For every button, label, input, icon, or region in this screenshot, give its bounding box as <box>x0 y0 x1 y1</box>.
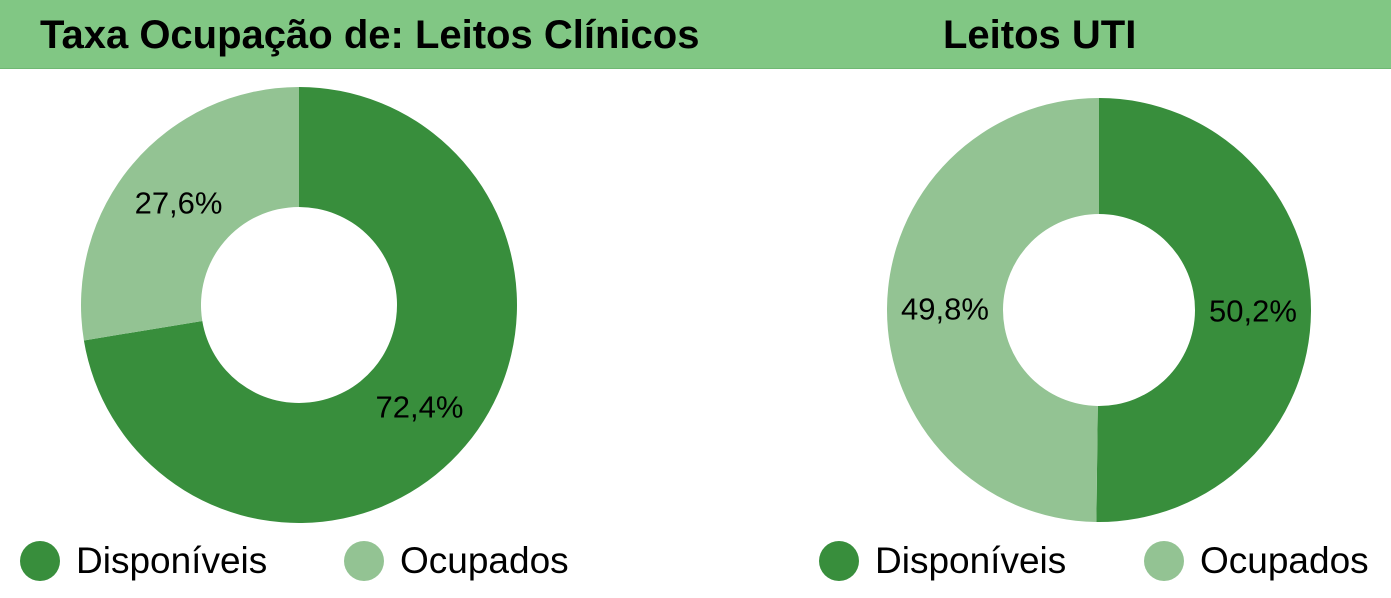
legend-item-disponiveis[interactable]: Disponíveis <box>819 537 1066 585</box>
legend-swatch-ocupados <box>1144 541 1184 581</box>
legend-item-disponiveis[interactable]: Disponíveis <box>20 537 267 585</box>
clinicos-donut-chart: 72,4% 27,6% <box>81 87 517 523</box>
legend-label-disponiveis: Disponíveis <box>76 540 268 581</box>
legend-label-ocupados: Ocupados <box>1200 540 1369 581</box>
slice-disponiveis[interactable] <box>83 87 517 523</box>
legend-swatch-disponiveis <box>20 541 60 581</box>
legend-label-ocupados: Ocupados <box>400 540 569 581</box>
label-disponiveis: 72,4% <box>376 390 464 425</box>
uti-chart-title: Leitos UTI <box>943 13 1137 57</box>
legend-item-ocupados[interactable]: Ocupados <box>344 537 569 585</box>
uti-donut-chart: 50,2% 49,8% <box>886 98 1311 522</box>
legend-swatch-ocupados <box>344 541 384 581</box>
slice-ocupados[interactable] <box>81 87 299 341</box>
label-disponiveis: 50,2% <box>1209 293 1297 328</box>
slice-disponiveis[interactable] <box>1096 98 1311 522</box>
legend-label-disponiveis: Disponíveis <box>875 540 1067 581</box>
uti-legend: Disponíveis Ocupados <box>800 537 1391 585</box>
legend-item-ocupados[interactable]: Ocupados <box>1144 537 1369 585</box>
clinicos-legend: Disponíveis Ocupados <box>0 537 600 585</box>
page-title: Taxa Ocupação de: Leitos Clínicos <box>40 13 700 57</box>
label-ocupados: 49,8% <box>901 292 989 327</box>
header-bar: Taxa Ocupação de: Leitos Clínicos Leitos… <box>0 0 1391 69</box>
slice-ocupados[interactable] <box>886 98 1099 522</box>
label-ocupados: 27,6% <box>135 185 223 220</box>
legend-swatch-disponiveis <box>819 541 859 581</box>
